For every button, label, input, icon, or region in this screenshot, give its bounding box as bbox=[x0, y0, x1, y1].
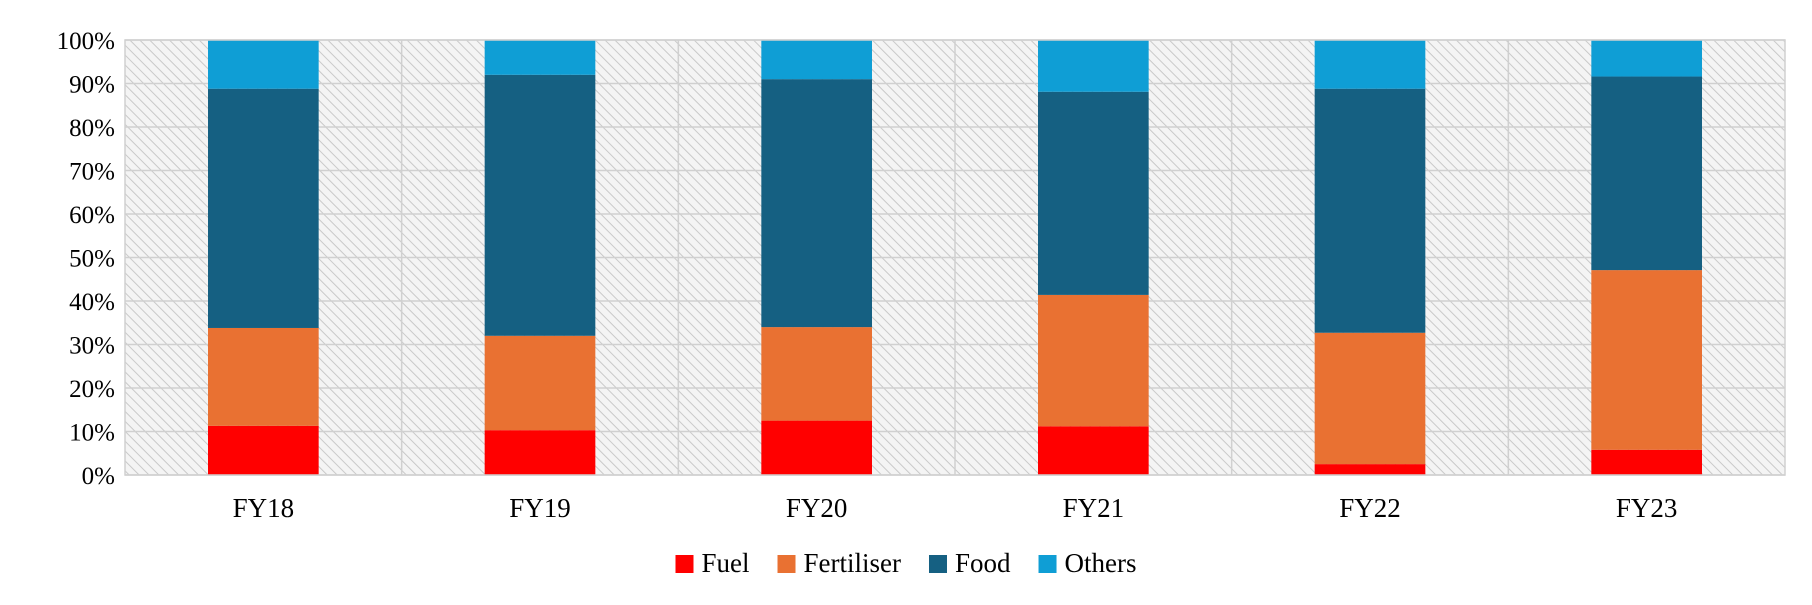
y-tick-label: 10% bbox=[69, 420, 115, 447]
bar-segment-others-fy19 bbox=[484, 40, 596, 75]
legend-swatch bbox=[777, 555, 796, 573]
legend-item-food: Food bbox=[928, 548, 1011, 578]
y-tick-label: 90% bbox=[69, 72, 115, 99]
bar-stack-fy20 bbox=[761, 40, 872, 475]
bar-segment-food-fy23 bbox=[1591, 76, 1702, 271]
y-tick-label: 70% bbox=[69, 159, 115, 186]
bar-segment-fertiliser-fy20 bbox=[761, 327, 872, 421]
y-tick-label: 80% bbox=[69, 115, 115, 142]
y-tick-label: 50% bbox=[69, 246, 115, 273]
x-tick-label: FY18 bbox=[233, 493, 295, 523]
y-axis-ticks: 0% 10% 20% 30% 40% 50% 60% 70% 80% 90% 100% bbox=[57, 28, 115, 490]
bar-segment-food-fy18 bbox=[208, 88, 319, 328]
bar-segment-others-fy18 bbox=[208, 40, 319, 89]
bar-segment-fuel-fy23 bbox=[1591, 449, 1702, 475]
y-tick-label: 30% bbox=[69, 333, 115, 360]
bar-segment-food-fy21 bbox=[1038, 91, 1149, 295]
y-tick-label: 20% bbox=[69, 376, 115, 403]
bar-segment-fertiliser-fy21 bbox=[1038, 294, 1149, 427]
x-axis-labels: FY18 FY19 FY20 FY21 FY22 FY23 bbox=[233, 493, 1678, 523]
y-tick-label: 100% bbox=[57, 28, 115, 55]
bar-segment-fuel-fy20 bbox=[761, 420, 872, 475]
bar-segment-food-fy19 bbox=[484, 74, 596, 336]
legend-swatch bbox=[675, 555, 694, 573]
legend-item-fuel: Fuel bbox=[675, 548, 750, 578]
legend-item-others: Others bbox=[1038, 548, 1137, 578]
bar-stack-fy21 bbox=[1038, 40, 1149, 475]
bar-segment-fertiliser-fy18 bbox=[208, 327, 319, 426]
legend-swatch bbox=[928, 555, 947, 573]
bar-segment-others-fy22 bbox=[1314, 40, 1426, 89]
bar-segment-others-fy20 bbox=[761, 40, 872, 80]
bar-stack-fy23 bbox=[1591, 40, 1702, 475]
x-tick-label: FY22 bbox=[1339, 493, 1401, 523]
bar-segment-fertiliser-fy19 bbox=[484, 335, 596, 431]
x-tick-label: FY21 bbox=[1063, 493, 1125, 523]
y-tick-label: 0% bbox=[82, 463, 115, 490]
bar-segment-food-fy22 bbox=[1314, 88, 1426, 333]
x-tick-label: FY19 bbox=[509, 493, 571, 523]
bar-segment-others-fy23 bbox=[1591, 40, 1702, 77]
bar-stack-fy18 bbox=[208, 40, 319, 475]
legend-swatch bbox=[1038, 555, 1057, 573]
bars bbox=[208, 40, 1702, 475]
legend-label: Food bbox=[955, 548, 1011, 578]
bar-segment-food-fy20 bbox=[761, 79, 872, 328]
legend-label: Fertiliser bbox=[804, 548, 901, 578]
legend-label: Fuel bbox=[701, 548, 749, 578]
bar-segment-fertiliser-fy22 bbox=[1314, 332, 1426, 465]
bar-segment-fertiliser-fy23 bbox=[1591, 270, 1702, 450]
bar-segment-fuel-fy21 bbox=[1038, 426, 1149, 475]
bar-stack-fy19 bbox=[484, 40, 596, 475]
legend: Fuel Fertiliser Food Others bbox=[675, 548, 1137, 578]
plot-border bbox=[124, 39, 1786, 476]
bar-segment-fuel-fy19 bbox=[484, 430, 596, 475]
y-tick-label: 60% bbox=[69, 202, 115, 229]
x-tick-label: FY23 bbox=[1616, 493, 1678, 523]
bar-segment-fuel-fy22 bbox=[1314, 464, 1426, 475]
x-tick-label: FY20 bbox=[786, 493, 848, 523]
bar-stack-fy22 bbox=[1314, 40, 1426, 475]
legend-item-fertiliser: Fertiliser bbox=[777, 548, 901, 578]
bar-segment-fuel-fy18 bbox=[208, 425, 319, 475]
legend-label: Others bbox=[1065, 548, 1137, 578]
y-tick-label: 40% bbox=[69, 289, 115, 316]
bar-segment-others-fy21 bbox=[1038, 40, 1149, 92]
